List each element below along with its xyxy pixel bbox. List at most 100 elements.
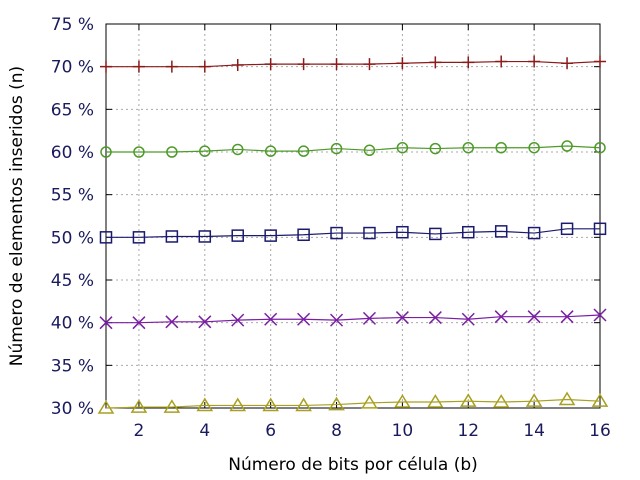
triangle-marker [558,391,576,406]
series-square [99,222,607,244]
circle-marker [199,145,211,157]
plus-marker [198,60,211,73]
x-tick-label: 8 [331,421,342,441]
triangle-marker [130,399,148,413]
triangle-marker [361,394,378,409]
triangle-marker [196,397,214,412]
circle-marker [495,141,507,154]
circle-marker [363,144,376,157]
series-triangle [97,391,609,414]
y-tick-label: 35 % [51,356,94,376]
series-plus [100,55,606,73]
plus-marker [594,55,606,68]
triangle-marker [328,396,345,411]
series-line [106,145,601,153]
square-marker [462,225,475,239]
x-tick-label: 6 [265,421,276,441]
plus-marker [363,58,376,71]
triangle-marker [525,393,543,407]
circle-marker [100,146,112,158]
x-marker [132,316,146,330]
square-marker [396,225,409,239]
x-marker [231,313,245,327]
triangle-marker [97,400,115,414]
circle-marker [462,141,475,154]
series-line [106,60,601,68]
x-marker [165,315,179,329]
square-marker [494,225,508,238]
x-tick-labels: 2 4 6 8 10 12 14 16 [134,421,611,441]
x-tick-label: 16 [589,421,611,441]
plus-marker [264,58,277,71]
y-tick-label: 45 % [51,271,94,291]
x-marker [99,316,113,330]
square-marker [132,231,146,244]
square-marker [363,226,376,240]
circle-marker [594,141,606,154]
triangle-marker [426,394,444,408]
square-marker [99,231,113,244]
square-marker [527,226,541,240]
circle-marker [396,141,409,154]
triangle-marker [262,397,280,412]
square-marker [330,226,343,240]
grid [106,23,601,409]
plus-marker [429,56,442,69]
y-tick-label: 50 % [51,228,94,248]
plus-marker [297,58,310,71]
circle-marker [330,142,343,155]
x-tick-label: 4 [199,421,210,441]
x-marker [428,311,442,325]
circle-marker [561,140,573,152]
plus-marker [100,60,112,73]
y-tick-labels: 30 % 35 % 40 % 45 % 50 % 55 % 60 % 65 % 70 % 75 % [51,15,94,419]
x-marker [297,312,311,326]
y-tick-label: 75 % [51,15,94,35]
y-tick-label: 55 % [51,186,94,206]
x-marker [461,312,475,326]
series-line [106,228,600,238]
circle-marker [264,145,277,157]
series-line [106,314,601,324]
y-tick-label: 40 % [51,314,94,334]
y-tick-label: 30 % [51,399,94,419]
square-marker [165,230,179,243]
series-circle [100,140,606,158]
triangle-marker [591,393,609,407]
triangle-marker [394,394,411,408]
x-axis-title: Número de bits por célula (b) [228,455,478,475]
circle-marker [297,145,310,157]
square-marker [560,222,574,236]
plot-frame [105,23,601,409]
triangle-marker [492,394,510,408]
y-tick-label: 60 % [51,143,94,163]
square-marker [264,229,277,242]
x-marker [330,313,344,327]
plus-marker [396,57,409,70]
x-marker [395,311,409,325]
x-tick-label: 14 [523,421,545,441]
x-tick-label: 10 [392,421,414,441]
square-marker [231,229,244,242]
square-marker [198,230,212,243]
circle-marker [166,146,178,158]
circle-marker [429,142,442,155]
x-tick-label: 2 [134,421,145,441]
plus-marker [495,55,508,68]
series-layer [97,55,609,414]
circle-marker [133,146,145,158]
plus-marker [528,55,541,68]
plus-marker [561,57,574,70]
circle-marker [528,141,540,154]
triangle-marker [295,397,312,412]
triangle-marker [459,393,477,407]
square-marker [593,222,607,236]
x-marker [560,310,574,324]
x-marker [264,312,278,326]
plus-marker [132,60,145,73]
plus-marker [462,56,475,69]
square-marker [297,228,310,242]
x-marker [362,311,376,325]
x-marker [494,310,508,324]
